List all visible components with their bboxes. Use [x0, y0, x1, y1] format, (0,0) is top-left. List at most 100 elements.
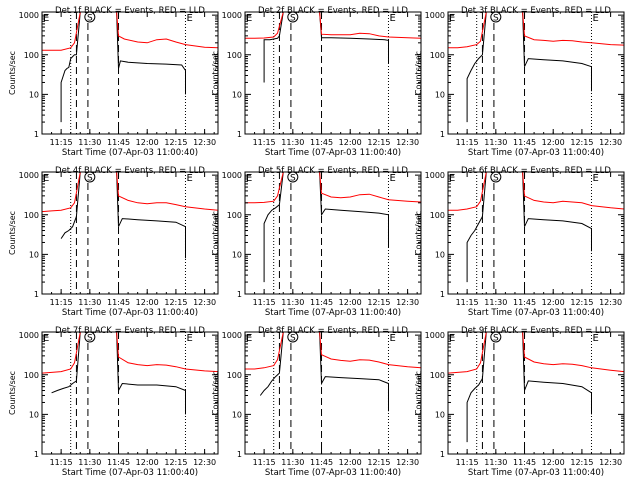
y-tick-label: 1 — [34, 130, 39, 139]
sun-marker-circle — [287, 171, 299, 183]
plot-frame — [447, 331, 625, 455]
series-events-line — [466, 171, 592, 283]
y-tick-label: 10 — [29, 250, 39, 259]
sun-marker-circle — [490, 171, 502, 183]
subplot-8: 1 10 100 1000 11:15 11:30 11:45 12:00 12:15 12:30… — [211, 326, 422, 478]
y-axis-label: Counts/sec — [414, 371, 423, 415]
y-tick-label: 1 — [237, 450, 242, 459]
x-axis-label: Start Time (07-Apr-03 11:00:40) — [62, 468, 198, 478]
chart-title: Det 6f BLACK = Events, RED = LLD — [461, 166, 611, 176]
end-e-marker: E — [592, 173, 598, 184]
x-tick-label: 11:45 — [310, 138, 333, 147]
end-e-marker: E — [592, 13, 598, 24]
y-tick-label: 1 — [440, 130, 445, 139]
y-tick-label: 100 — [227, 51, 242, 60]
y-tick-label: 10 — [435, 250, 445, 259]
sun-marker-circle — [84, 331, 96, 343]
subplot-1: 1 10 100 1000 11:15 11:30 11:45 12:00 12:15 12:30… — [8, 6, 219, 158]
y-tick-label: 100 — [24, 371, 39, 380]
start-e-marker: E — [246, 13, 252, 24]
y-tick-label: 100 — [227, 371, 242, 380]
x-tick-label: 12:15 — [164, 298, 187, 307]
x-tick-label: 11:45 — [310, 298, 333, 307]
x-tick-label: 12:15 — [570, 458, 593, 467]
x-tick-label: 11:30 — [78, 298, 101, 307]
subplot-4: 1 10 100 1000 11:15 11:30 11:45 12:00 12:15 12:30… — [8, 166, 219, 318]
series-lld-line — [245, 331, 422, 370]
y-tick-label: 10 — [435, 410, 445, 419]
y-axis-label: Counts/sec — [8, 51, 17, 95]
x-tick-label: 12:15 — [570, 138, 593, 147]
x-tick-label: 11:30 — [484, 138, 507, 147]
x-axis-label: Start Time (07-Apr-03 11:00:40) — [265, 148, 401, 158]
plot-frame — [244, 171, 422, 295]
subplot-2: 1 10 100 1000 11:15 11:30 11:45 12:00 12:15 12:30… — [211, 6, 422, 158]
y-axis-label: Counts/sec — [8, 211, 17, 255]
x-tick-label: 11:30 — [484, 458, 507, 467]
x-tick-label: 12:30 — [193, 138, 216, 147]
end-e-marker: E — [389, 13, 395, 24]
x-tick-label: 12:00 — [339, 458, 362, 467]
x-tick-label: 11:45 — [513, 458, 536, 467]
y-tick-label: 100 — [430, 371, 445, 380]
end-e-marker: E — [186, 173, 192, 184]
sun-marker-label: S — [87, 334, 93, 344]
sun-marker-label: S — [493, 334, 499, 344]
sun-marker-label: S — [493, 14, 499, 24]
x-tick-label: 11:15 — [50, 298, 73, 307]
y-tick-label: 1000 — [222, 331, 242, 340]
y-tick-label: 1000 — [19, 331, 39, 340]
series-lld-line — [448, 11, 625, 49]
x-tick-label: 12:00 — [339, 298, 362, 307]
x-tick-label: 11:45 — [310, 458, 333, 467]
series-events-line — [60, 171, 186, 259]
x-tick-label: 12:15 — [367, 298, 390, 307]
x-tick-label: 11:15 — [50, 458, 73, 467]
x-tick-label: 11:15 — [456, 298, 479, 307]
x-tick-label: 11:30 — [484, 298, 507, 307]
sun-marker-label: S — [290, 174, 296, 184]
y-tick-label: 10 — [29, 90, 39, 99]
sun-marker-label: S — [87, 14, 93, 24]
y-tick-label: 1000 — [425, 331, 445, 340]
y-tick-label: 1000 — [425, 171, 445, 180]
x-tick-label: 12:30 — [599, 298, 622, 307]
x-axis-label: Start Time (07-Apr-03 11:00:40) — [62, 308, 198, 318]
series-events-line — [466, 11, 592, 123]
x-tick-label: 11:45 — [107, 458, 130, 467]
start-e-marker: E — [246, 173, 252, 184]
x-tick-label: 11:15 — [253, 458, 276, 467]
sun-marker-circle — [84, 11, 96, 23]
y-tick-label: 10 — [29, 410, 39, 419]
x-tick-label: 12:30 — [193, 458, 216, 467]
y-axis-label: Counts/sec — [414, 51, 423, 95]
y-tick-label: 1000 — [222, 11, 242, 20]
x-tick-label: 12:15 — [367, 458, 390, 467]
x-tick-label: 12:15 — [570, 298, 593, 307]
start-e-marker: E — [43, 173, 49, 184]
series-events-line — [263, 11, 389, 83]
x-axis-label: Start Time (07-Apr-03 11:00:40) — [265, 308, 401, 318]
series-lld-line — [448, 171, 625, 211]
y-tick-label: 10 — [232, 90, 242, 99]
plot-frame — [41, 331, 219, 455]
x-tick-label: 11:30 — [281, 458, 304, 467]
sun-marker-label: S — [87, 174, 93, 184]
chart-title: Det 4f BLACK = Events, RED = LLD — [55, 166, 205, 176]
chart-title: Det 2f BLACK = Events, RED = LLD — [258, 6, 408, 16]
y-tick-label: 1 — [237, 290, 242, 299]
chart-title: Det 1f BLACK = Events, RED = LLD — [55, 6, 205, 16]
series-lld-line — [42, 11, 219, 51]
x-tick-label: 11:15 — [253, 138, 276, 147]
sun-marker-label: S — [493, 174, 499, 184]
x-tick-label: 12:30 — [599, 458, 622, 467]
end-e-marker: E — [389, 173, 395, 184]
sun-marker-label: S — [290, 14, 296, 24]
sun-marker-label: S — [290, 334, 296, 344]
y-tick-label: 10 — [435, 90, 445, 99]
y-tick-label: 1 — [34, 450, 39, 459]
end-e-marker: E — [389, 333, 395, 344]
x-tick-label: 11:15 — [456, 138, 479, 147]
y-tick-label: 100 — [24, 51, 39, 60]
